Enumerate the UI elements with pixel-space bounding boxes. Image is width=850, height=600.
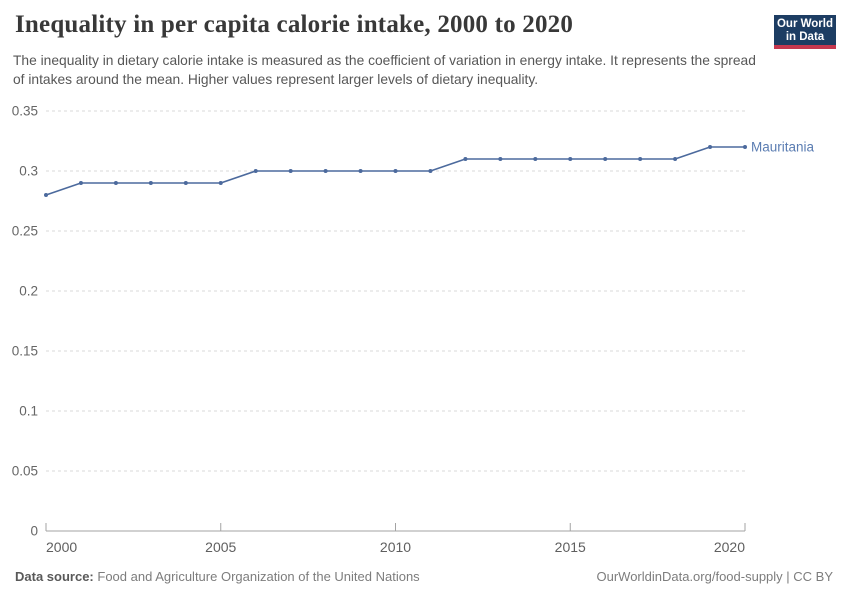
y-axis-tick-label: 0.1 (19, 404, 38, 419)
x-axis-tick-label: 2015 (555, 539, 586, 555)
y-axis-tick-label: 0.25 (12, 224, 38, 239)
y-axis-tick-label: 0.15 (12, 344, 38, 359)
data-point[interactable] (498, 157, 503, 161)
y-axis-tick-label: 0 (30, 524, 38, 539)
data-point[interactable] (78, 181, 83, 185)
data-point[interactable] (533, 157, 538, 161)
chart-subtitle: The inequality in dietary calorie intake… (13, 53, 756, 87)
y-axis-tick-label: 0.2 (19, 284, 38, 299)
x-axis-tick-label: 2000 (46, 539, 77, 555)
data-point[interactable] (708, 145, 713, 149)
data-point[interactable] (288, 169, 293, 173)
y-axis-tick-label: 0.05 (12, 464, 38, 479)
data-point[interactable] (183, 181, 188, 185)
data-point[interactable] (743, 145, 747, 149)
x-axis-tick-label: 2020 (714, 539, 745, 555)
owid-logo-line1: Our World (776, 18, 833, 30)
y-axis-tick-label: 0.35 (12, 104, 38, 119)
data-point[interactable] (358, 169, 363, 173)
footer-source: Data source: Food and Agriculture Organi… (15, 569, 420, 584)
owid-logo[interactable]: Our World in Data (774, 15, 836, 49)
entity-label[interactable]: Mauritania (751, 140, 815, 155)
page-title: Inequality in per capita calorie intake,… (15, 11, 574, 38)
data-point[interactable] (323, 169, 328, 173)
data-point[interactable] (253, 169, 258, 173)
data-point[interactable] (113, 181, 118, 185)
data-point[interactable] (44, 193, 48, 197)
owid-logo-line2: in Data (785, 31, 825, 44)
data-point[interactable] (393, 169, 398, 173)
footer-source-label: Data source: (15, 569, 94, 584)
x-axis-tick-label: 2010 (380, 539, 411, 555)
footer-source-text: Food and Agriculture Organization of the… (97, 569, 420, 584)
data-point[interactable] (463, 157, 468, 161)
data-point[interactable] (148, 181, 153, 185)
data-point[interactable] (428, 169, 433, 173)
data-point[interactable] (568, 157, 573, 161)
y-axis-tick-label: 0.3 (19, 164, 38, 179)
data-point[interactable] (673, 157, 678, 161)
footer-attribution[interactable]: OurWorldinData.org/food-supply | CC BY (596, 569, 833, 584)
data-point[interactable] (638, 157, 643, 161)
data-point[interactable] (218, 181, 223, 185)
data-point[interactable] (603, 157, 608, 161)
x-axis-tick-label: 2005 (205, 539, 236, 555)
